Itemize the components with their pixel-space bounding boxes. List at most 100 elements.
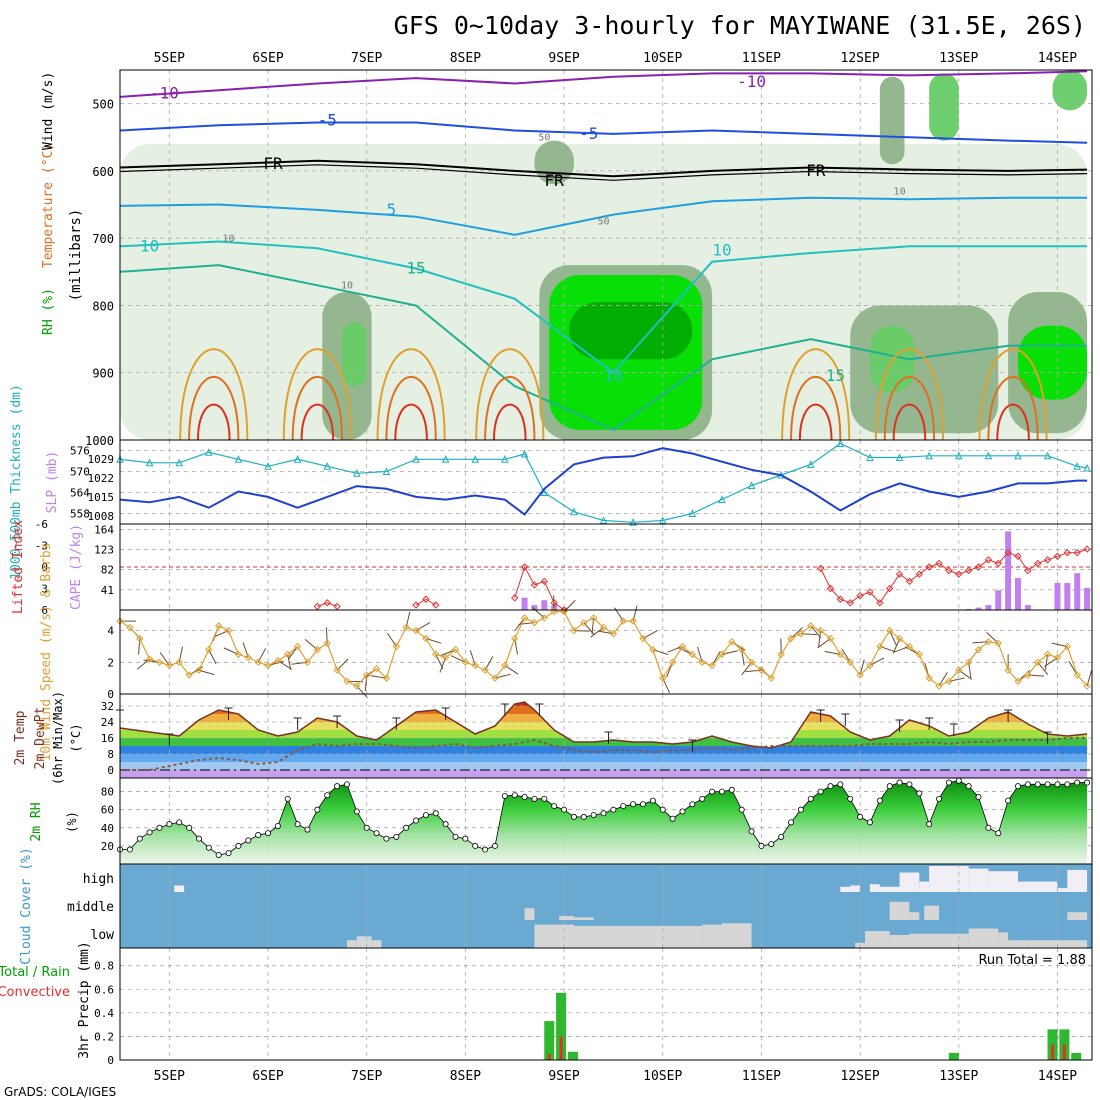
wind-barb [287, 646, 299, 660]
lifted-index-marker [876, 599, 884, 607]
rh2m-marker [590, 812, 597, 819]
precip-tick: 0.6 [94, 983, 114, 996]
precip-legend-convective: Convective [0, 985, 70, 1000]
date-label-bottom: 7SEP [351, 1069, 382, 1084]
cape-bar [531, 605, 538, 610]
warm-isotherm [874, 348, 944, 441]
rh2m-marker [1064, 781, 1071, 788]
chart-title: GFS 0~10day 3-hourly for MAYIWANE (31.5E… [394, 11, 1086, 40]
cloud-level-label: high [83, 872, 114, 887]
wind-speed-marker [353, 682, 361, 690]
wind-speed-marker [451, 645, 460, 654]
wind-barb [1044, 657, 1058, 668]
wind-speed-marker [511, 634, 519, 643]
rh2m-marker [521, 794, 528, 801]
rh2m-marker [600, 810, 607, 817]
wind-speed-marker [313, 645, 322, 654]
cloud-patch [702, 924, 722, 948]
cloud-patch [534, 924, 574, 948]
rh2m-marker [511, 792, 518, 799]
thickness-marker [501, 455, 509, 463]
rh-shade-patch [1052, 70, 1088, 111]
wind-speed-marker [866, 661, 874, 670]
lifted-index-line [820, 548, 1088, 604]
lifted-index-marker [1053, 552, 1062, 560]
stability-panel: -6 -3 0 3 6 41 82 123 164 Lifted Index CAPE (J/kg) [11, 518, 1093, 617]
isotherm-line [119, 164, 1088, 181]
slp-tick: 1029 [88, 453, 115, 466]
pressure-tick-label: 600 [92, 165, 114, 179]
temp-contour-label: FR [545, 171, 565, 190]
rh2m-marker [630, 801, 637, 808]
cloud-patch [899, 872, 920, 892]
warm-isotherm [987, 376, 1039, 441]
wind-speed-marker [807, 622, 815, 630]
thickness-marker [629, 518, 637, 526]
temp-contour-label: -5 [318, 110, 337, 129]
warm-isotherm [291, 376, 344, 441]
temp2m-tick: 24 [101, 716, 115, 729]
pressure-tick-label: 700 [92, 232, 114, 246]
date-label-top: 6SEP [252, 51, 283, 66]
cloud-patch [174, 885, 185, 892]
wind-speed-marker [1024, 671, 1032, 679]
rh2m-marker [906, 781, 913, 788]
upper-air-panel: 500 600 700 800 900 1000 -10 -5 FR 5 10 15 -10 -5 FR FR… [41, 69, 1093, 448]
rh2m-marker [738, 806, 745, 813]
thickness-axis-label: 1000~500mb Thickness (dm) [9, 384, 24, 580]
wind-speed-marker [362, 671, 371, 679]
precip-convective-bar [1062, 1044, 1066, 1060]
wind-speed-marker [826, 634, 835, 643]
thickness-tick: 570 [70, 466, 90, 479]
rh2m-marker [788, 819, 795, 826]
li-tick: -3 [35, 540, 48, 553]
wind-speed-marker [274, 657, 282, 665]
warm-isotherm [798, 403, 833, 441]
cloud-patch [1067, 869, 1088, 892]
thickness-marker [412, 455, 420, 463]
date-label-bottom: 10SEP [643, 1069, 682, 1084]
wind-speed-marker [659, 674, 667, 682]
lifted-index-marker [1014, 552, 1022, 560]
temp2m-line [119, 701, 1088, 749]
thickness-marker [520, 449, 529, 458]
precip-tick: 0.2 [94, 1030, 114, 1043]
slp-line [119, 447, 1088, 516]
rh2m-marker [797, 806, 804, 813]
precip-total-bar [1071, 1052, 1082, 1060]
slp-tick: 1015 [88, 491, 115, 504]
temp-contour-label: -5 [579, 124, 598, 143]
thickness-marker [688, 509, 697, 517]
cloud-level-label: middle [67, 900, 114, 915]
wind-speed-marker [392, 642, 401, 651]
rh2m-area [120, 780, 1088, 864]
rh2m-marker [501, 793, 508, 800]
rh2m-marker [462, 835, 469, 842]
isotherm-line [119, 240, 1088, 375]
warm-isotherm [892, 403, 927, 441]
date-label-top: 12SEP [841, 51, 880, 66]
cloud-patch [865, 931, 890, 948]
rh2m-marker [857, 813, 864, 820]
isotherm-line [119, 70, 1088, 98]
warm-isotherm [781, 348, 851, 441]
temp-unit-label: (°C) [69, 724, 83, 753]
rh2m-marker [314, 806, 321, 813]
cloud-level-label: low [91, 928, 115, 943]
rh2m-marker [491, 842, 498, 849]
rh2m-marker [837, 781, 844, 788]
wind-speed-marker [1063, 642, 1072, 651]
precip-panel: 0 0.2 0.4 0.6 0.8 Run Total = 1.88 3hr Precip … [0, 941, 1093, 1067]
wind-speed-marker [1073, 671, 1081, 679]
wind-barb [1037, 661, 1049, 676]
wind-barb [986, 632, 999, 644]
precip-convective-bar [547, 1054, 551, 1060]
temp2m-bands [120, 702, 1088, 778]
temp-var-label: Temperature (°C) [41, 143, 56, 268]
wind-speed-marker [846, 658, 854, 667]
rh2m-marker [551, 803, 558, 810]
wind-speed-marker [639, 634, 647, 643]
precip-total-bar [556, 992, 567, 1060]
wind-var-label: Wind (m/s) [41, 72, 56, 150]
temp2m-axis-label: 2m Temp [13, 710, 28, 765]
